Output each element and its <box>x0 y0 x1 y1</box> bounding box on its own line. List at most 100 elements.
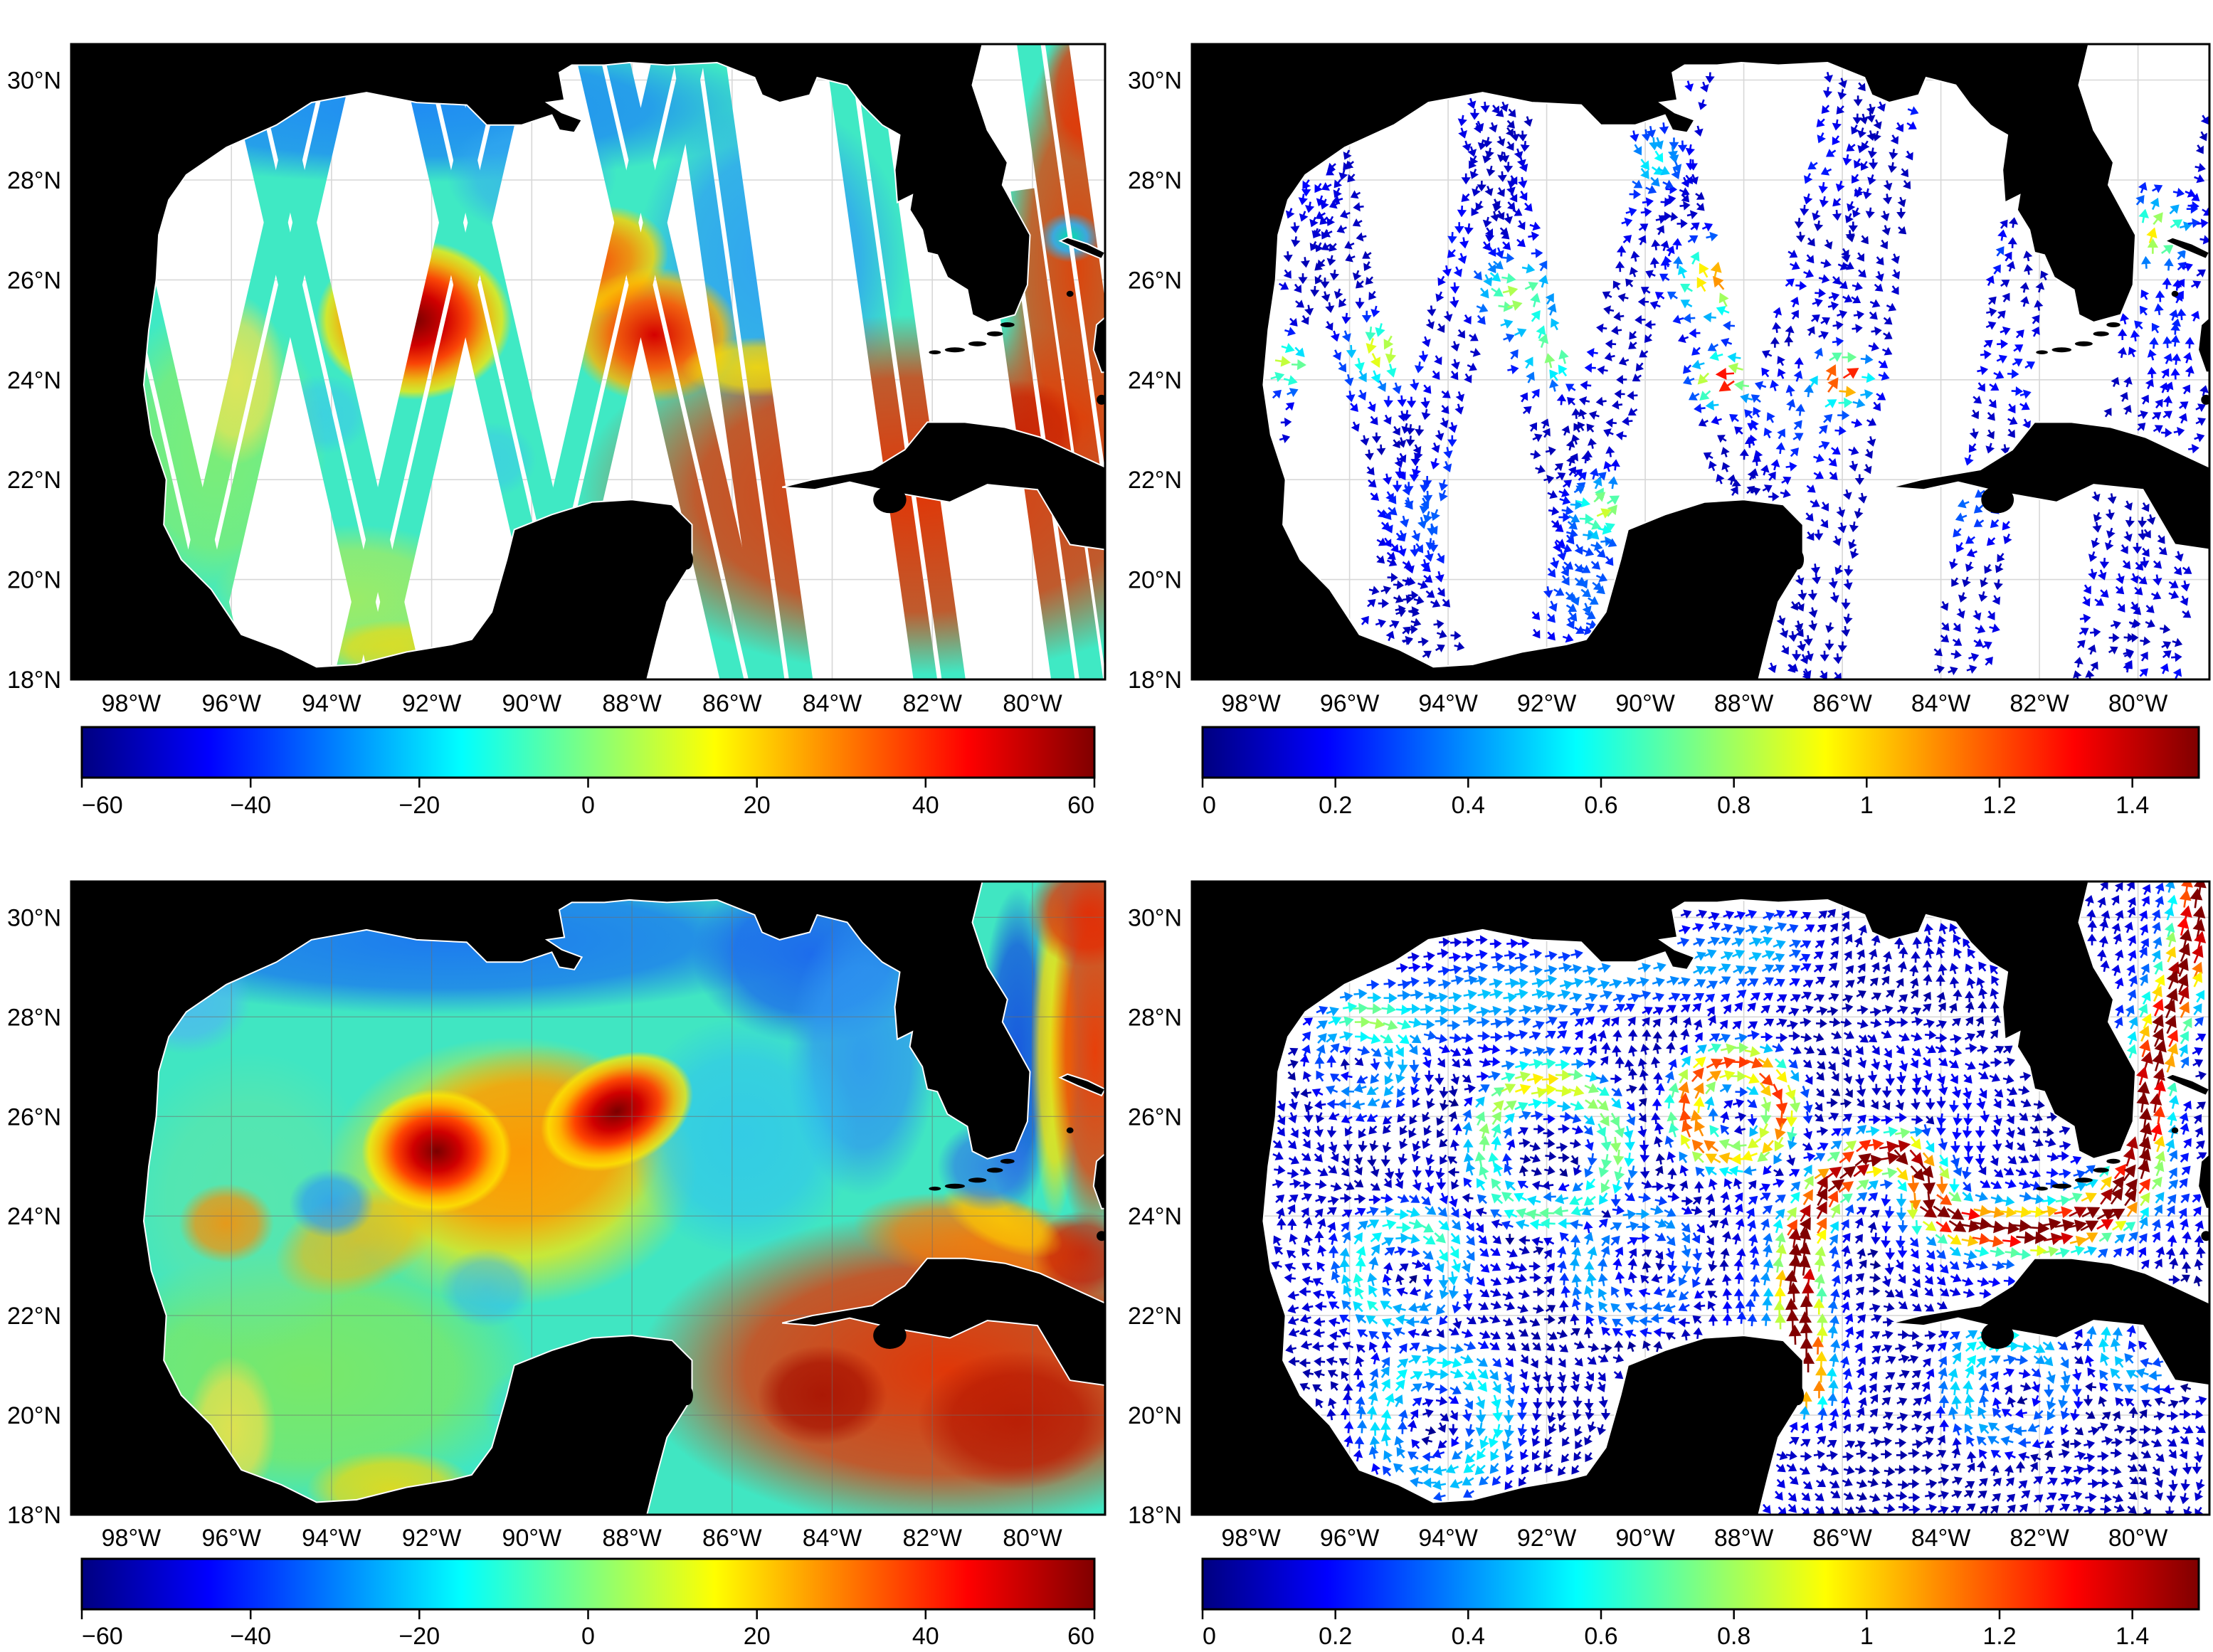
colorbar-tick-label: 0 <box>1203 792 1216 819</box>
colorbar-tick-label: 40 <box>912 792 939 819</box>
island <box>681 549 693 570</box>
island <box>944 347 965 353</box>
land-silhouette <box>71 44 1105 679</box>
colorbar <box>1201 1557 2200 1611</box>
lat-tick-label: 24°N <box>7 367 61 394</box>
colorbar-tick-label: 0.8 <box>1717 1623 1750 1650</box>
land-silhouette <box>1192 881 2209 1515</box>
lat-tick-label: 30°N <box>1128 904 1182 931</box>
lon-tick-label: 80°W <box>1003 690 1062 717</box>
lat-tick-label: 22°N <box>1128 1303 1182 1330</box>
island <box>1000 322 1015 327</box>
colorbar-tick-label: 1.4 <box>2116 792 2149 819</box>
island <box>968 341 987 346</box>
colorbar-tick-label: 20 <box>744 1623 771 1650</box>
island <box>2036 350 2048 355</box>
lon-tick-label: 82°W <box>2009 1525 2069 1552</box>
colorbar-tick-label: 0.6 <box>1584 792 1617 819</box>
lat-tick-label: 26°N <box>1128 1103 1182 1131</box>
lon-tick-label: 98°W <box>1221 1525 1281 1552</box>
island <box>2051 1183 2072 1189</box>
lon-tick-label: 92°W <box>1517 1525 1577 1552</box>
lon-tick-label: 90°W <box>502 1525 562 1552</box>
lon-tick-label: 96°W <box>201 1525 261 1552</box>
lat-tick-label: 24°N <box>1128 1203 1182 1230</box>
lon-tick-label: 88°W <box>1714 690 1774 717</box>
island <box>2051 347 2072 353</box>
colorbar-tick-label: 60 <box>1067 1623 1094 1650</box>
colorbar-tick-label: 1 <box>1860 1623 1874 1650</box>
lon-tick-label: 80°W <box>1003 1525 1062 1552</box>
land-silhouette <box>71 881 1105 1515</box>
lat-tick-label: 20°N <box>7 567 61 594</box>
lat-tick-label: 22°N <box>1128 467 1182 494</box>
island <box>2171 1127 2179 1133</box>
island <box>986 1167 1003 1173</box>
lon-tick-label: 86°W <box>702 1525 762 1552</box>
lon-tick-label: 96°W <box>1320 1525 1380 1552</box>
island <box>2074 341 2093 346</box>
colorbar-tick-label: 0 <box>581 792 595 819</box>
lat-tick-label: 20°N <box>1128 567 1182 594</box>
lat-tick-label: 30°N <box>7 904 61 931</box>
lat-tick-label: 20°N <box>1128 1402 1182 1429</box>
island <box>1000 1158 1015 1164</box>
lat-tick-label: 18°N <box>1128 1502 1182 1529</box>
lon-tick-label: 90°W <box>1615 1525 1675 1552</box>
lon-tick-label: 90°W <box>1615 690 1675 717</box>
panel-swot-ssh: SWOT L3 SSH (cm) Gauss Filt. (16km) 2025… <box>0 0 1106 826</box>
lon-tick-label: 90°W <box>502 690 562 717</box>
lat-tick-label: 18°N <box>7 1502 61 1529</box>
lat-tick-label: 22°N <box>7 1303 61 1330</box>
lat-tick-label: 30°N <box>1128 68 1182 95</box>
lat-tick-label: 28°N <box>1128 1004 1182 1031</box>
map-swot-velocity: 98°W 96°W 94°W 92°W 90°W 88°W 86°W 84°W 82°W 80°W… <box>1106 0 2213 826</box>
island <box>986 331 1003 337</box>
colorbar-tick-label: 60 <box>1067 792 1094 819</box>
lat-tick-label: 24°N <box>7 1203 61 1230</box>
lon-tick-label: 82°W <box>902 1525 962 1552</box>
lat-tick-label: 26°N <box>7 267 61 294</box>
axis-tick-labels: 98°W 96°W 94°W 92°W 90°W 88°W 86°W 84°W 82°W 80°W… <box>7 68 1062 718</box>
island <box>2093 1167 2109 1173</box>
colorbar <box>80 726 1096 779</box>
lon-tick-label: 84°W <box>1911 1525 1971 1552</box>
island <box>873 1322 907 1349</box>
lat-tick-label: 28°N <box>7 1004 61 1031</box>
island <box>2036 1186 2048 1191</box>
island <box>944 1183 965 1189</box>
lon-tick-label: 80°W <box>2108 1525 2168 1552</box>
axis-tick-labels: 98°W 96°W 94°W 92°W 90°W 88°W 86°W 84°W 82°W 80°W… <box>1128 68 2167 718</box>
map-swot-ssh: 98°W 96°W 94°W 92°W 90°W 88°W 86°W 84°W 82°W 80°W… <box>0 0 1106 826</box>
lon-tick-label: 98°W <box>102 690 162 717</box>
colorbar-tick-label: −60 <box>82 1623 123 1650</box>
lon-tick-label: 96°W <box>201 690 261 717</box>
colorbar-ticks: 0 0.2 0.4 0.6 0.8 1 1.2 1.4 <box>1201 1609 2149 1650</box>
colorbar-tick-label: 40 <box>912 1623 939 1650</box>
lon-tick-label: 92°W <box>402 1525 462 1552</box>
colorbar-tick-label: −60 <box>82 792 123 819</box>
island <box>1792 1385 1805 1406</box>
colorbar-tick-label: 0.4 <box>1452 1623 1485 1650</box>
lon-tick-label: 86°W <box>702 690 762 717</box>
island <box>1981 1322 2014 1349</box>
island <box>2201 1231 2209 1241</box>
lon-tick-label: 82°W <box>902 690 962 717</box>
lat-tick-label: 22°N <box>7 467 61 494</box>
lon-tick-label: 98°W <box>102 1525 162 1552</box>
lon-tick-label: 94°W <box>1418 1525 1478 1552</box>
lon-tick-label: 88°W <box>1714 1525 1774 1552</box>
colorbar-ticks: 0 0.2 0.4 0.6 0.8 1 1.2 1.4 <box>1201 778 2149 819</box>
island <box>1066 290 1074 297</box>
lat-tick-label: 28°N <box>7 167 61 194</box>
colorbar-tick-label: 1.2 <box>1982 1623 2016 1650</box>
lon-tick-label: 86°W <box>1812 690 1872 717</box>
colorbar-tick-label: 0 <box>581 1623 595 1650</box>
lon-tick-label: 86°W <box>1812 1525 1872 1552</box>
lon-tick-label: 84°W <box>803 690 862 717</box>
lon-tick-label: 98°W <box>1221 690 1281 717</box>
lon-tick-label: 94°W <box>1418 690 1478 717</box>
colorbar <box>1201 726 2200 779</box>
map-frame <box>1190 880 2211 1516</box>
colorbar-ticks: −60 −40 −20 0 20 40 60 <box>80 1609 1096 1650</box>
